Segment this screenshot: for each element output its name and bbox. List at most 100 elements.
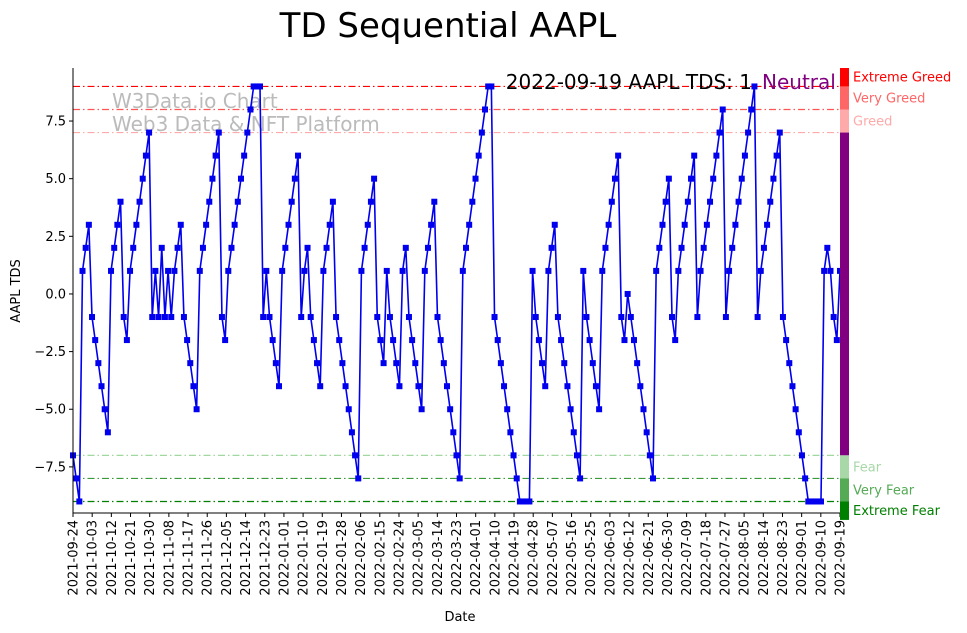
x-tick-label: 2022-07-09 [680, 520, 695, 596]
x-tick-label: 2022-07-27 [718, 520, 733, 596]
data-point-25 [146, 129, 153, 136]
data-point-12 [104, 429, 111, 436]
data-point-237 [817, 498, 824, 505]
data-point-117 [437, 337, 444, 344]
data-point-205 [716, 129, 723, 136]
x-tick-label: 2022-01-01 [277, 520, 292, 596]
data-point-74 [301, 267, 308, 274]
data-point-201 [703, 221, 710, 228]
data-point-195 [684, 198, 691, 205]
data-point-214 [745, 129, 752, 136]
data-point-5 [82, 244, 89, 251]
data-point-92 [358, 267, 365, 274]
data-point-228 [789, 383, 796, 390]
x-tick-label: 2022-04-01 [469, 520, 484, 596]
data-point-76 [307, 314, 314, 321]
data-point-157 [564, 383, 571, 390]
data-point-211 [735, 198, 742, 205]
data-point-221 [767, 198, 774, 205]
x-tick-label: 2022-09-10 [814, 520, 829, 596]
data-point-162 [580, 267, 587, 274]
x-tick-label: 2021-10-03 [86, 520, 101, 596]
data-point-194 [681, 221, 688, 228]
data-point-127 [469, 198, 476, 205]
x-tick-label: 2021-10-21 [124, 520, 139, 596]
data-point-62 [263, 267, 270, 274]
data-point-53 [234, 198, 241, 205]
data-point-239 [824, 244, 831, 251]
data-point-180 [637, 383, 644, 390]
data-point-29 [158, 244, 165, 251]
data-point-235 [811, 498, 818, 505]
x-tick-label: 2022-02-15 [373, 520, 388, 596]
data-point-165 [589, 360, 596, 367]
data-point-148 [535, 337, 542, 344]
x-tick-label: 2022-06-12 [623, 520, 638, 596]
data-point-184 [650, 475, 656, 482]
data-point-160 [573, 452, 580, 459]
data-point-178 [630, 337, 637, 344]
sentiment-band-6 [840, 478, 849, 502]
data-point-43 [203, 221, 210, 228]
x-tick-label: 2022-08-14 [757, 520, 772, 596]
y-tick-label: 2.5 [45, 230, 66, 245]
data-point-96 [371, 175, 378, 182]
data-point-209 [729, 244, 736, 251]
data-point-227 [786, 360, 793, 367]
data-point-66 [276, 383, 283, 390]
data-point-138 [504, 406, 511, 413]
data-point-155 [558, 337, 565, 344]
data-point-171 [608, 198, 615, 205]
data-point-146 [529, 267, 536, 274]
data-point-47 [215, 129, 222, 136]
data-point-218 [757, 267, 764, 274]
data-point-8 [92, 337, 99, 344]
data-point-198 [694, 314, 701, 321]
data-point-175 [621, 337, 628, 344]
data-point-226 [783, 337, 790, 344]
data-point-51 [228, 244, 235, 251]
data-point-112 [421, 267, 428, 274]
data-point-23 [139, 175, 146, 182]
data-point-231 [798, 452, 805, 459]
sentiment-label: Very Fear [853, 483, 915, 498]
data-point-164 [586, 337, 593, 344]
x-tick-label: 2022-06-30 [661, 520, 676, 596]
data-point-31 [165, 267, 172, 274]
y-tick-label: 0.0 [45, 287, 66, 302]
data-point-50 [225, 267, 232, 274]
x-tick-label: 2022-08-05 [738, 520, 753, 596]
data-point-151 [545, 267, 552, 274]
data-point-170 [605, 221, 612, 228]
sentiment-band-2 [840, 86, 849, 110]
data-point-119 [443, 383, 450, 390]
data-point-111 [418, 406, 425, 413]
data-point-26 [149, 314, 156, 321]
data-point-39 [190, 383, 197, 390]
data-point-91 [355, 475, 362, 482]
data-point-118 [440, 360, 447, 367]
data-point-143 [520, 498, 527, 505]
data-point-73 [298, 314, 305, 321]
data-point-135 [494, 337, 501, 344]
data-point-69 [285, 221, 292, 228]
data-point-144 [523, 498, 530, 505]
data-point-81 [323, 244, 330, 251]
x-tick-label: 2022-06-03 [603, 520, 618, 596]
data-point-55 [241, 152, 248, 159]
data-point-238 [821, 267, 828, 274]
y-tick-label: −7.5 [34, 460, 66, 475]
data-point-37 [184, 337, 191, 344]
data-point-216 [751, 83, 758, 90]
data-point-3 [76, 498, 83, 505]
data-point-93 [361, 244, 368, 251]
data-point-67 [279, 267, 286, 274]
data-point-14 [111, 244, 118, 251]
data-point-79 [317, 383, 324, 390]
data-point-87 [342, 383, 349, 390]
data-point-217 [754, 314, 761, 321]
data-point-19 [127, 267, 134, 274]
data-point-169 [602, 244, 609, 251]
x-tick-label: 2022-04-28 [527, 520, 542, 596]
sentiment-band-4 [840, 132, 849, 456]
